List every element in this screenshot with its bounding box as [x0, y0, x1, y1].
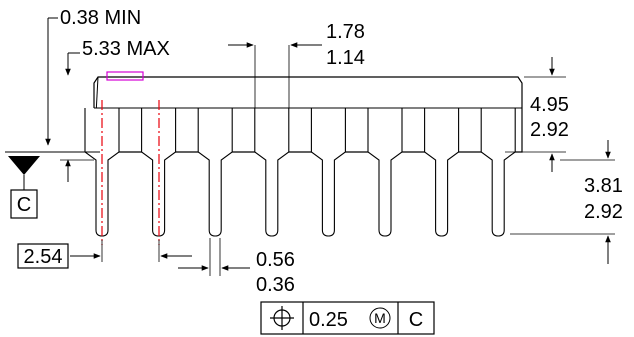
lead-8	[480, 108, 516, 237]
height-max-dimension: 5.33 MAX	[65, 38, 170, 76]
height-max-label: 5.33 MAX	[82, 38, 170, 60]
body-height-max-label: 4.95	[530, 94, 569, 116]
datum-label: C	[17, 194, 31, 216]
pitch-label: 2.54	[24, 246, 63, 268]
lead-6	[367, 108, 403, 237]
lead-length-dimension: 3.81 2.92	[510, 140, 623, 264]
fcf-datum-label: C	[409, 309, 423, 331]
datum-feature-symbol: C	[5, 151, 100, 219]
feature-control-frame: 0.25 M C	[260, 301, 435, 335]
centerlines	[101, 100, 160, 245]
lead-7	[424, 108, 460, 237]
standoff-dimension: 0.38 MIN	[45, 7, 141, 182]
mmc-modifier-label: M	[374, 310, 386, 326]
lead-width-dimension: 0.56 0.36	[178, 238, 295, 296]
lead-length-min-label: 2.92	[584, 201, 623, 223]
lead-width-max-label: 0.56	[256, 249, 295, 271]
body-height-dimension: 4.95 2.92	[505, 57, 569, 172]
body-height-min-label: 2.92	[530, 119, 569, 141]
lead-3	[197, 108, 233, 237]
lead-shoulder-width-dimension: 1.78 1.14	[228, 21, 365, 108]
lead-length-max-label: 3.81	[584, 175, 623, 197]
lead-shoulder-max-label: 1.78	[326, 21, 365, 43]
lead-5	[310, 108, 346, 237]
lead-4	[254, 108, 290, 237]
lead-width-min-label: 0.36	[256, 274, 295, 296]
pitch-dimension: 2.54	[17, 240, 192, 269]
position-icon	[270, 306, 294, 330]
pin1-marker	[106, 71, 144, 81]
standoff-min-label: 0.38 MIN	[60, 7, 141, 29]
position-tolerance: 0.25	[309, 309, 348, 331]
mmc-modifier-icon: M	[369, 307, 391, 329]
lead-shoulder-min-label: 1.14	[326, 47, 365, 69]
